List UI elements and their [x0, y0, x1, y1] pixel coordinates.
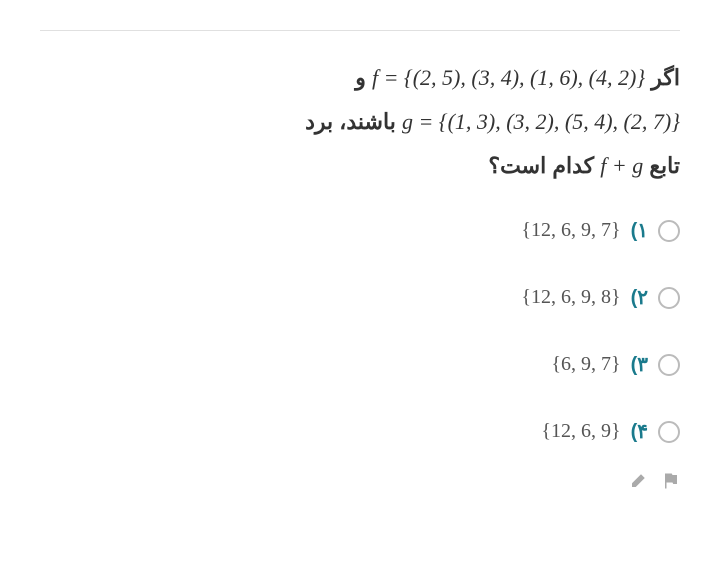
- eraser-icon[interactable]: [629, 472, 647, 490]
- option-3[interactable]: ۳) {6, 9, 7}: [40, 352, 680, 377]
- question-suffix-2: باشند، برد: [305, 109, 396, 134]
- option-2[interactable]: ۲) {12, 6, 9, 8}: [40, 285, 680, 310]
- question-text: اگر f = {(2, 5), (3, 4), (1, 6), (4, 2)}…: [40, 56, 680, 188]
- question-prefix-3: تابع: [649, 153, 680, 178]
- option-number-3: ۳): [631, 352, 648, 377]
- option-number-2: ۲): [631, 285, 648, 310]
- question-math-fg: f + g: [600, 144, 643, 188]
- option-number-1: ۱): [631, 218, 648, 243]
- question-math-f: f = {(2, 5), (3, 4), (1, 6), (4, 2)}: [372, 56, 645, 100]
- question-suffix-1: و: [355, 65, 366, 90]
- option-text-1: {12, 6, 9, 7}: [521, 219, 620, 242]
- radio-4[interactable]: [658, 421, 680, 443]
- option-text-4: {12, 6, 9}: [541, 420, 620, 443]
- options-container: ۱) {12, 6, 9, 7} ۲) {12, 6, 9, 8} ۳) {6,…: [40, 218, 680, 444]
- top-divider: [40, 30, 680, 31]
- radio-1[interactable]: [658, 220, 680, 242]
- question-math-g: g = {(1, 3), (3, 2), (5, 4), (2, 7)}: [402, 100, 680, 144]
- option-text-2: {12, 6, 9, 8}: [521, 286, 620, 309]
- radio-3[interactable]: [658, 354, 680, 376]
- option-4[interactable]: ۴) {12, 6, 9}: [40, 419, 680, 444]
- option-text-3: {6, 9, 7}: [551, 353, 620, 376]
- footer-icons: [40, 472, 680, 490]
- radio-2[interactable]: [658, 287, 680, 309]
- option-1[interactable]: ۱) {12, 6, 9, 7}: [40, 218, 680, 243]
- question-prefix-1: اگر: [651, 65, 680, 90]
- question-suffix-3: کدام است؟: [488, 153, 594, 178]
- flag-icon[interactable]: [662, 472, 680, 490]
- option-number-4: ۴): [631, 419, 648, 444]
